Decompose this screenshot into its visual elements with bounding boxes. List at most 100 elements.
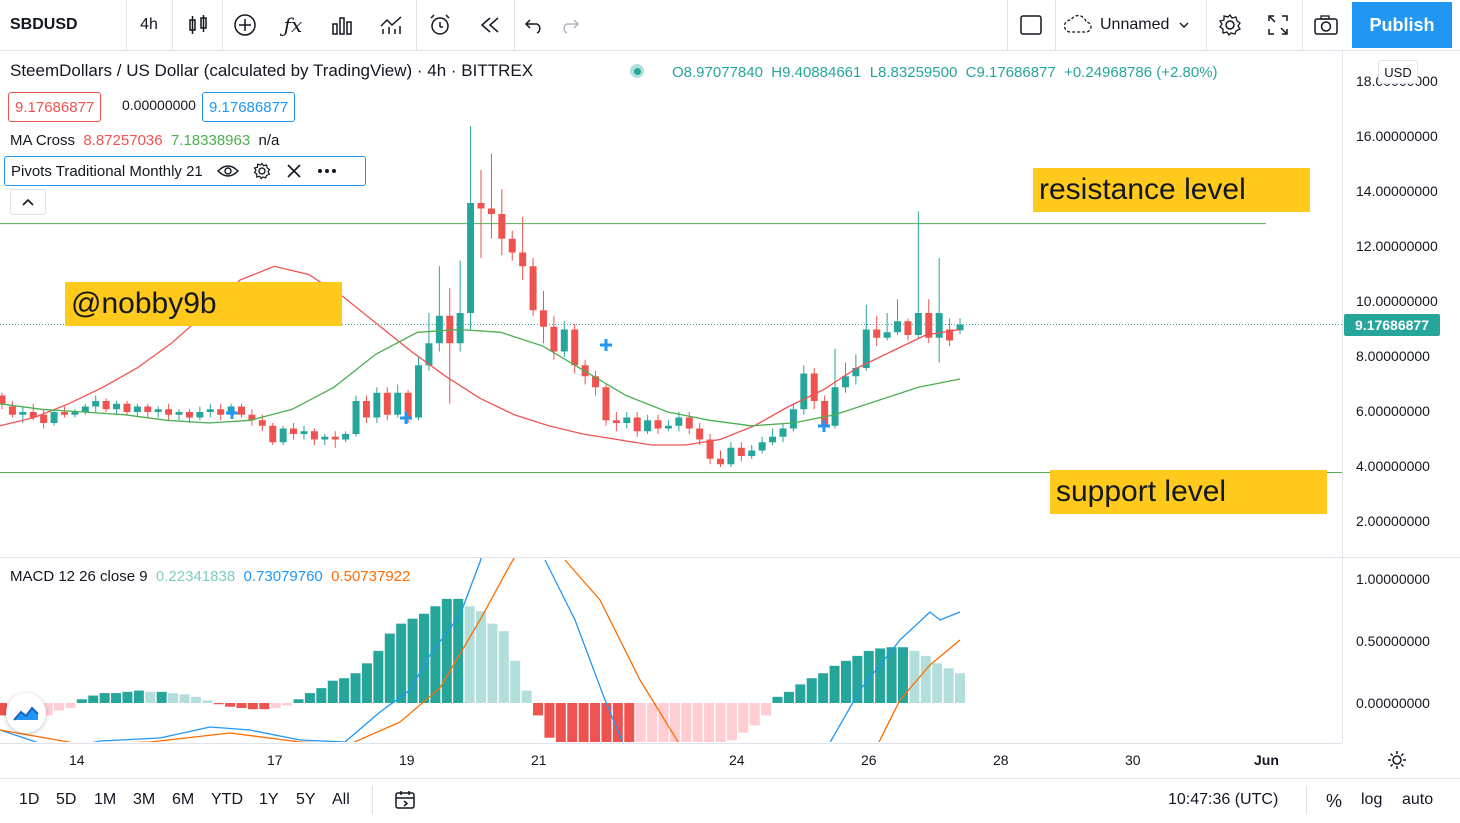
symbol-search[interactable]: SBDUSD — [10, 16, 78, 33]
macd-hist-bar — [122, 691, 133, 703]
macd-hist-bar — [430, 606, 441, 703]
clock-timezone[interactable]: 10:47:36 (UTC) — [1168, 791, 1279, 808]
goto-date-icon[interactable] — [394, 789, 416, 816]
range-5d[interactable]: 5D — [56, 791, 77, 808]
macd-axis-label: 1.00000000 — [1356, 571, 1430, 587]
candle-body — [487, 208, 495, 214]
gear-icon[interactable] — [253, 162, 271, 180]
candle-body — [279, 428, 287, 443]
ohlc-low: L8.83259500 — [869, 64, 958, 81]
candle-body — [415, 365, 423, 418]
time-axis-label: Jun — [1254, 752, 1279, 768]
candle-body — [560, 329, 568, 352]
alert-clock-icon[interactable] — [420, 8, 460, 42]
candle-body — [144, 406, 152, 412]
macd-hist-bar — [749, 703, 760, 726]
expand-icon[interactable] — [1258, 8, 1298, 42]
ma-cross-legend[interactable]: MA Cross 8.87257036 7.18338963 n/a — [10, 132, 279, 149]
macd-hist-bar — [692, 703, 703, 742]
templates-icon[interactable] — [371, 8, 411, 42]
replay-icon[interactable] — [470, 8, 510, 42]
candle-body — [748, 450, 756, 456]
camera-icon[interactable] — [1306, 8, 1346, 42]
ma-cross-label: MA Cross — [10, 132, 76, 149]
price-axis-label: 16.00000000 — [1356, 128, 1438, 144]
pivots-legend[interactable]: Pivots Traditional Monthly 21 — [4, 156, 366, 186]
candles-icon[interactable] — [178, 8, 218, 42]
log-scale-toggle[interactable]: log — [1361, 791, 1383, 808]
add-compare-icon[interactable] — [225, 8, 265, 42]
ohlc-open: O8.97077840 — [672, 64, 763, 81]
candle-body — [321, 436, 329, 440]
ohlc-values: O8.97077840 H9.40884661 L8.83259500 C9.1… — [672, 64, 1218, 81]
macd-hist-bar — [464, 606, 475, 703]
undo-icon[interactable] — [516, 8, 552, 42]
candle-body — [644, 420, 652, 432]
sell-price-box[interactable]: 9.17686877 — [8, 92, 102, 122]
candle-body — [717, 458, 724, 465]
chevron-down-icon — [1179, 22, 1189, 29]
macd-legend[interactable]: MACD 12 26 close 9 0.22341838 0.73079760… — [10, 568, 410, 585]
time-axis-label: 24 — [729, 752, 745, 768]
range-3m[interactable]: 3M — [133, 791, 156, 808]
market-status-icon[interactable] — [630, 64, 644, 78]
axis-settings-icon[interactable] — [1387, 750, 1407, 775]
candle-body — [29, 412, 37, 418]
settings-gear-icon[interactable] — [1210, 8, 1250, 42]
username-annotation[interactable]: @nobby9b — [65, 282, 342, 326]
redo-icon[interactable] — [552, 8, 588, 42]
macd-hist-bar — [521, 690, 532, 703]
macd-hist-bar — [293, 699, 304, 703]
range-6m[interactable]: 6M — [172, 791, 195, 808]
candle-body — [602, 387, 610, 421]
macd-hist-bar — [658, 703, 669, 742]
macd-hist-bar — [168, 693, 179, 703]
layout-menu[interactable]: Unnamed — [1062, 8, 1202, 42]
macd-line — [544, 559, 624, 742]
buy-price-box[interactable]: 9.17686877 — [202, 92, 296, 122]
resistance-annotation[interactable]: resistance level — [1033, 168, 1310, 212]
candle-body — [852, 368, 860, 377]
eye-icon[interactable] — [216, 163, 239, 179]
range-ytd[interactable]: YTD — [211, 791, 243, 808]
currency-label[interactable]: USD — [1378, 60, 1418, 84]
macd-hist-bar — [761, 703, 772, 716]
candle-body — [383, 392, 391, 415]
range-1d[interactable]: 1D — [19, 791, 40, 808]
macd-hist-bar — [795, 684, 806, 703]
price-axis[interactable] — [1342, 51, 1460, 743]
macd-hist-bar — [578, 703, 589, 742]
more-icon[interactable] — [317, 168, 337, 174]
range-5y[interactable]: 5Y — [296, 791, 316, 808]
ma-cross-value-fast: 8.87257036 — [83, 132, 163, 149]
candle-body — [789, 409, 797, 429]
tradingview-logo-button[interactable] — [6, 693, 46, 733]
macd-hist-bar — [840, 660, 851, 703]
pane-divider[interactable] — [0, 557, 1460, 558]
range-1m[interactable]: 1M — [94, 791, 117, 808]
fullscreen-box-icon[interactable] — [1012, 8, 1050, 42]
publish-button[interactable]: Publish — [1352, 2, 1452, 48]
price-axis-label: 14.00000000 — [1356, 183, 1438, 199]
auto-scale-toggle[interactable]: auto — [1402, 791, 1434, 808]
interval-selector[interactable]: 4h — [140, 16, 158, 33]
chevron-up-icon — [22, 198, 34, 206]
candle-body — [821, 401, 829, 426]
time-axis[interactable] — [0, 743, 1342, 777]
support-annotation[interactable]: support level — [1050, 470, 1327, 514]
candle-body — [81, 406, 89, 412]
chart-canvas — [0, 126, 1342, 742]
time-axis-label: 26 — [861, 752, 877, 768]
indicators-icon[interactable]: ƒx — [283, 13, 303, 37]
financials-icon[interactable] — [322, 8, 362, 42]
macd-hist-bar — [669, 703, 680, 742]
macd-hist-bar — [190, 696, 201, 703]
main-chart-pane[interactable] — [0, 51, 1342, 743]
percent-scale-toggle[interactable]: % — [1326, 791, 1343, 811]
macd-hist-bar — [396, 623, 407, 703]
range-all[interactable]: All — [332, 791, 350, 808]
range-1y[interactable]: 1Y — [259, 791, 279, 808]
close-icon[interactable] — [287, 164, 301, 178]
macd-hist-bar — [327, 680, 338, 703]
collapse-legend-button[interactable] — [10, 189, 46, 215]
